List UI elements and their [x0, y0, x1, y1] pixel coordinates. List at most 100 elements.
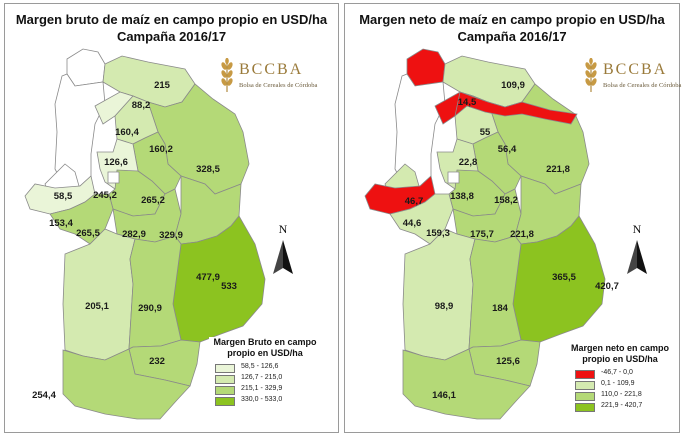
legend-swatch: [215, 364, 235, 373]
legend-swatch: [215, 386, 235, 395]
logo-subtitle: Bolsa de Cereales de Córdoba: [239, 82, 318, 89]
legend-label: 215,1 - 329,9: [241, 385, 283, 392]
department-value-label: 88,2: [132, 100, 151, 111]
department-north-red-band: [454, 91, 578, 125]
department-capital-city: [447, 171, 460, 184]
north-label: N: [278, 222, 288, 236]
legend-item: 221,9 - 420,7: [575, 401, 671, 412]
department-value-label: 265,5: [76, 228, 100, 239]
right-legend: Margen neto en campo propio en USD/ha -4…: [569, 343, 671, 412]
department-value-label: 153,4: [49, 218, 73, 229]
legend-label: -46,7 - 0,0: [601, 369, 633, 376]
department-value-label: 290,9: [138, 303, 162, 314]
legend-label: 110,0 - 221,8: [601, 391, 642, 398]
right-map-subtitle: Campaña 2016/17: [457, 29, 567, 44]
legend-title-line1: Margen neto en campo: [570, 343, 669, 353]
department-value-label: 55: [480, 127, 491, 138]
north-arrow-icon: [273, 240, 293, 274]
department-value-label: 160,2: [149, 144, 173, 155]
department-value-label: 22,8: [459, 157, 478, 168]
north-label: N: [632, 222, 642, 236]
department-value-label: 232: [149, 356, 165, 367]
legend-label: 330,0 - 533,0: [241, 396, 283, 403]
north-arrow-icon: [627, 240, 647, 274]
legend-title-line2: propio en USD/ha: [582, 354, 658, 364]
department-northwest: [394, 73, 446, 187]
legend-item: -46,7 - 0,0: [575, 368, 671, 379]
department-value-label: 46,7: [405, 196, 424, 207]
legend-title-line2: propio en USD/ha: [227, 348, 303, 358]
department-value-label: 126,6: [104, 157, 128, 168]
left-legend: Margen Bruto en campo propio en USD/ha 5…: [209, 337, 321, 406]
department-value-label: 328,5: [196, 164, 220, 175]
legend-label: 126,7 - 215,0: [241, 374, 283, 381]
department-south-3: [62, 348, 191, 420]
logo-brand: BCCBA: [603, 61, 668, 78]
logo-subtitle: Bolsa de Cereales de Córdoba: [603, 82, 682, 89]
department-south-center: [128, 235, 182, 350]
department-value-label: 215: [154, 80, 171, 91]
right-north-arrow: N: [625, 222, 649, 278]
left-map-title: Margen bruto de maíz en campo propio en …: [15, 12, 328, 27]
legend-item: 330,0 - 533,0: [215, 395, 321, 406]
department-southwest: [62, 228, 136, 361]
left-bccba-logo: BCCBA Bolsa de Cereales de Córdoba: [219, 56, 327, 96]
wheat-icon: [585, 58, 597, 92]
right-bccba-logo: BCCBA Bolsa de Cereales de Córdoba: [583, 56, 683, 96]
department-value-label: 221,8: [546, 164, 570, 175]
department-value-label: 146,1: [432, 390, 456, 401]
department-value-label: 44,6: [403, 218, 422, 229]
right-map-panel: Margen neto de maíz en campo propio en U…: [344, 3, 683, 433]
department-value-label: 14,5: [458, 97, 477, 108]
legend-item: 110,0 - 221,8: [575, 390, 671, 401]
department-value-label: 184: [492, 303, 509, 314]
department-southwest: [402, 228, 476, 361]
legend-title-line1: Margen Bruto en campo: [213, 337, 317, 347]
department-value-label: 221,8: [510, 229, 534, 240]
department-value-label: 175,7: [470, 229, 494, 240]
logo-brand: BCCBA: [239, 61, 304, 78]
department-value-label: 109,9: [501, 80, 525, 91]
legend-item: 215,1 - 329,9: [215, 384, 321, 395]
department-north-1: [406, 48, 446, 87]
left-map-panel: Margen bruto de maíz en campo propio en …: [4, 3, 339, 433]
wheat-icon: [221, 58, 233, 92]
department-value-label: 159,3: [426, 228, 450, 239]
legend-item: 126,7 - 215,0: [215, 373, 321, 384]
legend-swatch: [575, 403, 595, 412]
department-capital-city: [107, 171, 120, 184]
legend-swatch: [575, 381, 595, 390]
legend-label: 0,1 - 109,9: [601, 380, 635, 387]
department-value-label: 98,9: [435, 301, 454, 312]
department-value-label: 58,5: [54, 191, 73, 202]
department-value-label: 329,9: [159, 230, 183, 241]
department-value-label: 245,2: [93, 190, 117, 201]
legend-swatch: [215, 375, 235, 384]
department-value-label: 160,4: [115, 127, 139, 138]
department-value-label: 254,4: [32, 390, 56, 401]
right-map-title: Margen neto de maíz en campo propio en U…: [359, 12, 665, 27]
legend-label: 221,9 - 420,7: [601, 402, 643, 409]
legend-swatch: [575, 370, 595, 379]
department-value-label: 420,7: [595, 281, 619, 292]
department-value-label: 56,4: [498, 144, 517, 155]
legend-swatch: [215, 397, 235, 406]
department-value-label: 158,2: [494, 195, 518, 206]
legend-item: 58,5 - 126,6: [215, 362, 321, 373]
department-north-1: [66, 48, 106, 87]
department-south-3: [402, 348, 531, 420]
department-south-center: [468, 235, 522, 350]
left-map-subtitle: Campaña 2016/17: [116, 29, 227, 44]
department-value-label: 125,6: [496, 356, 520, 367]
right-map: 109,9 14,5 55 56,4 22,8 221,8 46,7 138,8 158,2 44…: [364, 48, 619, 420]
department-value-label: 205,1: [85, 301, 109, 312]
department-value-label: 365,5: [552, 272, 576, 283]
department-value-label: 138,8: [450, 191, 474, 202]
legend-swatch: [575, 392, 595, 401]
left-north-arrow: N: [271, 222, 295, 278]
department-value-label: 533: [221, 281, 237, 292]
department-value-label: 265,2: [141, 195, 165, 206]
legend-item: 0,1 - 109,9: [575, 379, 671, 390]
department-value-label: 477,9: [196, 272, 220, 283]
